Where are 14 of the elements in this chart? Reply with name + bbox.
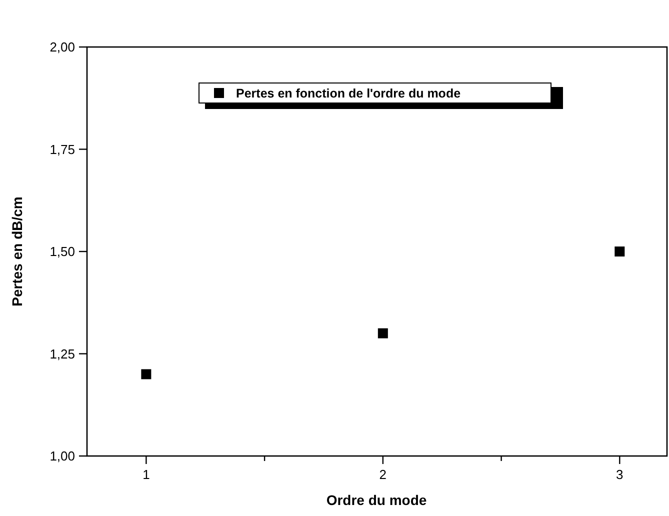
legend-label: Pertes en fonction de l'ordre du mode bbox=[236, 86, 461, 100]
y-tick-label: 1,25 bbox=[50, 346, 75, 362]
point bbox=[614, 246, 625, 256]
x-tick-label: 3 bbox=[616, 467, 624, 482]
point bbox=[378, 328, 388, 338]
x-tick-label: 2 bbox=[379, 467, 387, 482]
x-tick-label: 1 bbox=[142, 467, 150, 482]
x-axis-title: Ordre du mode bbox=[326, 492, 427, 508]
y-axis-title: Pertes en dB/cm bbox=[9, 196, 25, 306]
y-tick-label: 1,50 bbox=[50, 244, 75, 259]
y-tick-label: 1,75 bbox=[50, 142, 75, 157]
y-tick-label: 1,00 bbox=[50, 448, 75, 464]
y-tick-label: 2,00 bbox=[50, 40, 75, 54]
point bbox=[141, 369, 152, 380]
